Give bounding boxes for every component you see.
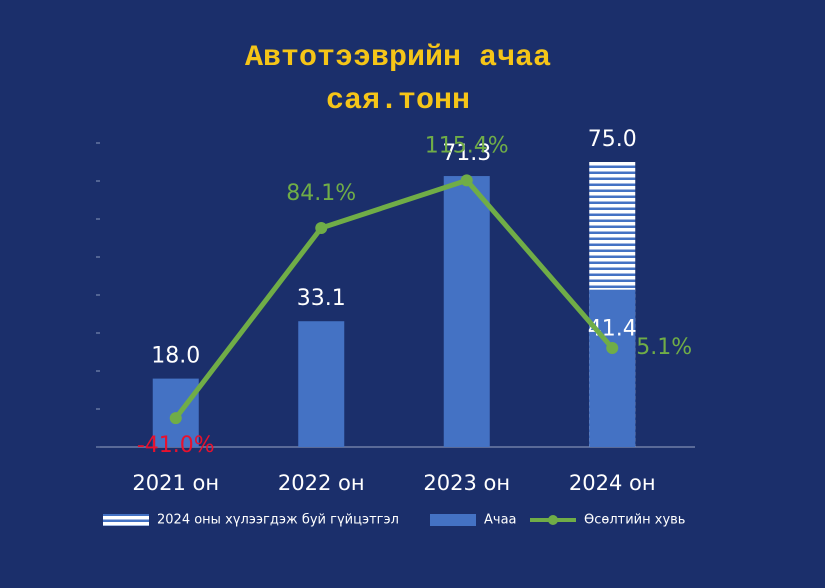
value-label: 18.0 bbox=[151, 344, 200, 369]
chart-title: Автотээврийн ачаа bbox=[245, 41, 551, 75]
legend-label: Ачаа bbox=[484, 513, 517, 528]
line-point bbox=[606, 342, 619, 355]
bar bbox=[589, 289, 636, 447]
x-tick-label: 2023 он bbox=[423, 471, 510, 495]
line-point bbox=[169, 412, 182, 425]
x-tick-label: 2021 он bbox=[132, 471, 219, 495]
legend-swatch bbox=[430, 514, 476, 526]
x-tick-label: 2024 он bbox=[569, 471, 656, 495]
chart-title: сая.тонн bbox=[326, 84, 470, 118]
legend-label: Өсөлтийн хувь bbox=[584, 513, 685, 528]
line-point bbox=[315, 221, 328, 234]
value-label: 71.3 bbox=[442, 141, 491, 166]
value-label: 84.1% bbox=[286, 181, 356, 206]
value-label: 115.4% bbox=[425, 133, 509, 158]
bar bbox=[443, 176, 490, 447]
value-label: 33.1 bbox=[297, 286, 346, 311]
legend: 2024 оны хүлээгдэж буй гүйцэтгэл Ачаа Өсөл… bbox=[103, 513, 685, 528]
value-label: -41.0% bbox=[137, 433, 215, 458]
legend-label: 2024 оны хүлээгдэж буй гүйцэтгэл bbox=[157, 513, 399, 528]
bar bbox=[298, 321, 345, 447]
line-point bbox=[460, 174, 473, 187]
x-tick-label: 2022 он bbox=[278, 471, 365, 495]
legend-swatch bbox=[103, 514, 149, 526]
value-label: 75.0 bbox=[588, 127, 637, 152]
line bbox=[173, 177, 615, 420]
value-label: 5.1% bbox=[636, 335, 692, 360]
legend-point bbox=[548, 515, 558, 525]
